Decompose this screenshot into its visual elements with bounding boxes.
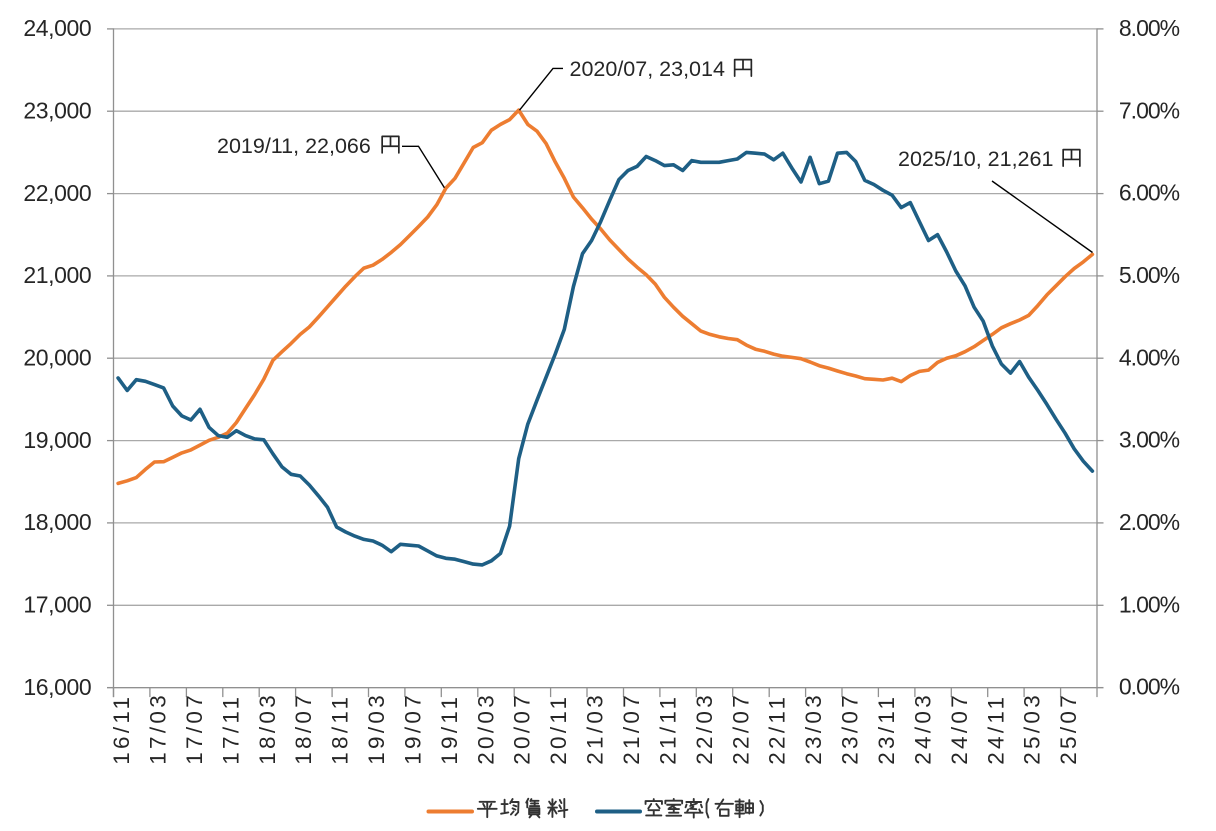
svg-text:22,000: 22,000 [23, 180, 91, 206]
svg-text:22/03: 22/03 [692, 692, 717, 765]
svg-text:20,000: 20,000 [23, 344, 91, 370]
svg-text:25/03: 25/03 [1020, 692, 1045, 765]
svg-text:24,000: 24,000 [23, 15, 91, 41]
svg-text:17/03: 17/03 [146, 692, 171, 765]
svg-text:18/11: 18/11 [328, 694, 353, 765]
svg-text:5.00%: 5.00% [1119, 262, 1180, 288]
svg-text:23,000: 23,000 [23, 97, 91, 123]
svg-text:19/11: 19/11 [437, 694, 462, 765]
svg-text:0.00%: 0.00% [1119, 674, 1180, 700]
svg-text:20/11: 20/11 [546, 694, 571, 765]
svg-text:8.00%: 8.00% [1119, 15, 1180, 41]
svg-text:3.00%: 3.00% [1119, 427, 1180, 453]
svg-text:17,000: 17,000 [23, 592, 91, 618]
svg-text:18/03: 18/03 [255, 692, 280, 765]
svg-text:21/07: 21/07 [619, 692, 644, 765]
svg-text:22/07: 22/07 [728, 692, 753, 765]
svg-text:24/07: 24/07 [947, 692, 972, 765]
svg-text:20/03: 20/03 [473, 692, 498, 765]
svg-text:18/07: 18/07 [291, 692, 316, 765]
svg-text:2025/10, 21,261: 2025/10, 21,261 [898, 147, 1053, 171]
svg-text:17/07: 17/07 [182, 692, 207, 765]
svg-text:25/07: 25/07 [1056, 692, 1081, 765]
svg-text:24/11: 24/11 [983, 694, 1008, 765]
svg-text:21,000: 21,000 [23, 262, 91, 288]
svg-text:6.00%: 6.00% [1119, 180, 1180, 206]
svg-text:4.00%: 4.00% [1119, 344, 1180, 370]
svg-text:7.00%: 7.00% [1119, 97, 1180, 123]
svg-text:21/11: 21/11 [655, 694, 680, 765]
svg-text:23/03: 23/03 [801, 692, 826, 765]
svg-text:21/03: 21/03 [583, 692, 608, 765]
svg-text:24/03: 24/03 [910, 692, 935, 765]
svg-text:19/03: 19/03 [364, 692, 389, 765]
svg-text:23/07: 23/07 [838, 692, 863, 765]
svg-text:16/11: 16/11 [109, 694, 134, 765]
svg-text:20/07: 20/07 [510, 692, 535, 765]
svg-text:19/07: 19/07 [401, 692, 426, 765]
svg-text:19,000: 19,000 [23, 427, 91, 453]
svg-text:16,000: 16,000 [23, 674, 91, 700]
svg-text:2020/07, 23,014: 2020/07, 23,014 [570, 57, 725, 81]
svg-text:1.00%: 1.00% [1119, 591, 1180, 617]
svg-text:17/11: 17/11 [218, 694, 243, 765]
svg-text:18,000: 18,000 [23, 509, 91, 535]
svg-text:23/11: 23/11 [874, 694, 899, 765]
svg-text:2019/11, 22,066: 2019/11, 22,066 [217, 134, 371, 158]
svg-text:2.00%: 2.00% [1119, 509, 1180, 535]
svg-text:22/11: 22/11 [765, 694, 790, 765]
